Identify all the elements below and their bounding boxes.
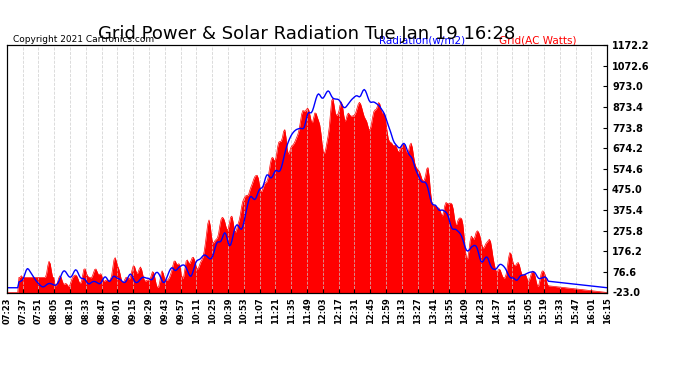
Text: Copyright 2021 Cartronics.com: Copyright 2021 Cartronics.com: [13, 35, 154, 44]
Title: Grid Power & Solar Radiation Tue Jan 19 16:28: Grid Power & Solar Radiation Tue Jan 19 …: [99, 26, 515, 44]
Text: Grid(AC Watts): Grid(AC Watts): [499, 35, 577, 45]
Text: Radiation(w/m2): Radiation(w/m2): [379, 35, 465, 45]
